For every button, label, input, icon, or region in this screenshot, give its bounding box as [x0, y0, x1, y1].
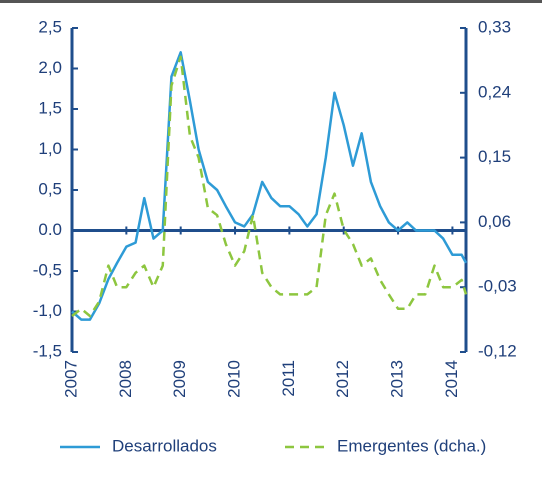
y2-tick-label: 0,15: [478, 147, 511, 166]
y-tick-label: -0,5: [33, 260, 62, 279]
legend-label: Desarrollados: [112, 436, 217, 455]
x-tick-label: 2011: [279, 360, 298, 397]
y2-tick-label: -0,12: [478, 341, 517, 360]
y-tick-label: 2,0: [38, 58, 62, 77]
y-tick-label: -1,0: [33, 301, 62, 320]
x-tick-label: 2014: [442, 360, 461, 398]
y2-tick-label: -0,03: [478, 277, 517, 296]
legend-label: Emergentes (dcha.): [337, 436, 486, 455]
series-line: [71, 51, 468, 321]
y-tick-label: 0.0: [38, 220, 62, 239]
y-tick-label: 0,5: [38, 179, 62, 198]
y-tick-label: -1,5: [33, 341, 62, 360]
y2-tick-label: 0,06: [478, 212, 511, 231]
y2-tick-label: 0,33: [478, 17, 511, 36]
x-tick-label: 2013: [388, 360, 407, 398]
y-tick-label: 1,0: [38, 139, 62, 158]
x-tick-label: 2008: [116, 360, 135, 398]
x-tick-label: 2010: [225, 360, 244, 398]
x-tick-label: 2012: [333, 360, 352, 398]
top-rule: [0, 0, 542, 3]
y-tick-label: 1,5: [38, 98, 62, 117]
series-line: [71, 55, 468, 318]
y-tick-label: 2,5: [38, 17, 62, 36]
y2-tick-label: 0,24: [478, 82, 511, 101]
x-tick-label: 2009: [170, 360, 189, 398]
x-tick-label: 2007: [61, 360, 80, 398]
